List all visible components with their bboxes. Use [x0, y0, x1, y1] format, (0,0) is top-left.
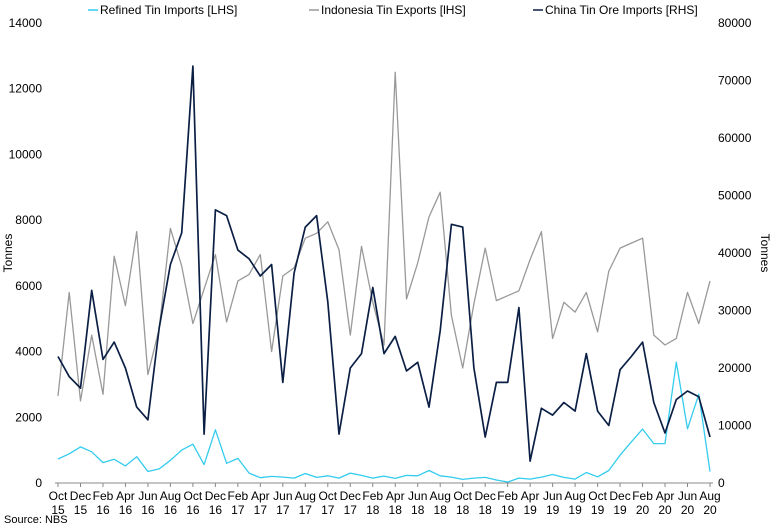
x-tick-year: 16 — [96, 503, 110, 517]
x-tick-month: Oct — [453, 489, 472, 503]
x-tick-month: Dec — [70, 489, 91, 503]
x-tick-month: Apr — [386, 489, 405, 503]
x-tick-year: 16 — [186, 503, 200, 517]
left-axis-title: Tonnes — [1, 234, 15, 273]
x-tick-year: 16 — [119, 503, 133, 517]
x-tick-year: 19 — [568, 503, 582, 517]
left-tick-label: 10000 — [9, 147, 43, 161]
x-tick-month: Dec — [609, 489, 630, 503]
x-tick-month: Feb — [362, 489, 383, 503]
x-tick-month: Dec — [205, 489, 226, 503]
right-tick-label: 80000 — [718, 16, 752, 30]
x-tick-month: Apr — [116, 489, 135, 503]
x-tick-month: Dec — [340, 489, 361, 503]
x-tick-year: 20 — [681, 503, 695, 517]
source-note: Source: NBS — [4, 514, 68, 526]
right-tick-label: 40000 — [718, 246, 752, 260]
series-lines — [57, 65, 711, 483]
x-tick-month: Dec — [475, 489, 496, 503]
x-tick-month: Aug — [295, 489, 316, 503]
x-tick-month: Apr — [656, 489, 675, 503]
x-tick-year: 15 — [51, 503, 65, 517]
x-tick-year: 19 — [546, 503, 560, 517]
x-tick-year: 19 — [523, 503, 537, 517]
left-tick-label: 6000 — [15, 279, 42, 293]
left-tick-label: 0 — [35, 476, 42, 490]
x-tick-year: 17 — [254, 503, 268, 517]
x-tick-month: Aug — [430, 489, 451, 503]
left-tick-label: 4000 — [15, 345, 42, 359]
x-tick-year: 18 — [411, 503, 425, 517]
x-tick-year: 17 — [299, 503, 313, 517]
x-tick-year: 18 — [389, 503, 403, 517]
x-tick-year: 15 — [74, 503, 88, 517]
x-tick-year: 18 — [366, 503, 380, 517]
series-line-1 — [57, 71, 711, 402]
right-tick-label: 30000 — [718, 304, 752, 318]
x-tick-year: 16 — [141, 503, 155, 517]
x-tick-month: Oct — [184, 489, 203, 503]
x-tick-year: 20 — [658, 503, 672, 517]
right-tick-label: 50000 — [718, 189, 752, 203]
x-tick-year: 19 — [591, 503, 605, 517]
left-y-axis: 0 2000 4000 6000 8000 10000 12000 14000 — [9, 16, 43, 490]
left-tick-label: 2000 — [15, 410, 42, 424]
x-tick-month: Aug — [160, 489, 181, 503]
x-tick-year: 19 — [613, 503, 627, 517]
x-tick-month: Feb — [497, 489, 518, 503]
right-tick-label: 70000 — [718, 74, 752, 88]
x-axis: Oct15Dec15Feb16Apr16Jun16Aug16Oct16Dec16… — [49, 482, 721, 517]
x-tick-month: Feb — [632, 489, 653, 503]
right-y-axis: 0 10000 20000 30000 40000 50000 60000 70000 8000… — [718, 16, 752, 490]
right-tick-label: 60000 — [718, 131, 752, 145]
x-tick-year: 19 — [501, 503, 515, 517]
x-tick-month: Apr — [251, 489, 270, 503]
right-tick-label: 0 — [718, 476, 725, 490]
x-tick-month: Aug — [699, 489, 720, 503]
legend-label: Indonesia Tin Exports [lHS] — [321, 3, 466, 17]
series-line-2 — [57, 65, 711, 462]
x-tick-year: 18 — [434, 503, 448, 517]
right-tick-label: 10000 — [718, 419, 752, 433]
x-tick-month: Jun — [138, 489, 157, 503]
x-tick-month: Oct — [49, 489, 68, 503]
legend-label: Refined Tin Imports [LHS] — [100, 3, 237, 17]
x-tick-month: Jun — [678, 489, 697, 503]
x-tick-month: Jun — [543, 489, 562, 503]
series-line-0 — [57, 361, 711, 483]
right-tick-label: 20000 — [718, 361, 752, 375]
x-tick-year: 18 — [456, 503, 470, 517]
x-tick-month: Feb — [93, 489, 114, 503]
x-tick-year: 17 — [231, 503, 245, 517]
x-tick-year: 20 — [703, 503, 717, 517]
x-tick-month: Feb — [228, 489, 249, 503]
x-tick-month: Apr — [521, 489, 540, 503]
left-tick-label: 12000 — [9, 82, 43, 96]
x-tick-month: Oct — [588, 489, 607, 503]
x-tick-month: Jun — [408, 489, 427, 503]
x-tick-year: 17 — [344, 503, 358, 517]
x-tick-year: 17 — [321, 503, 335, 517]
chart-legend: Refined Tin Imports [LHS] Indonesia Tin E… — [88, 3, 698, 17]
right-axis-title: Tonnes — [758, 234, 770, 273]
x-tick-year: 18 — [478, 503, 492, 517]
x-tick-month: Oct — [318, 489, 337, 503]
x-tick-year: 16 — [164, 503, 178, 517]
x-tick-year: 20 — [636, 503, 650, 517]
left-tick-label: 14000 — [9, 16, 43, 30]
x-tick-year: 17 — [276, 503, 290, 517]
x-tick-month: Aug — [564, 489, 585, 503]
x-tick-year: 16 — [209, 503, 223, 517]
left-tick-label: 8000 — [15, 213, 42, 227]
x-tick-month: Jun — [273, 489, 292, 503]
legend-label: China Tin Ore Imports [RHS] — [545, 3, 698, 17]
